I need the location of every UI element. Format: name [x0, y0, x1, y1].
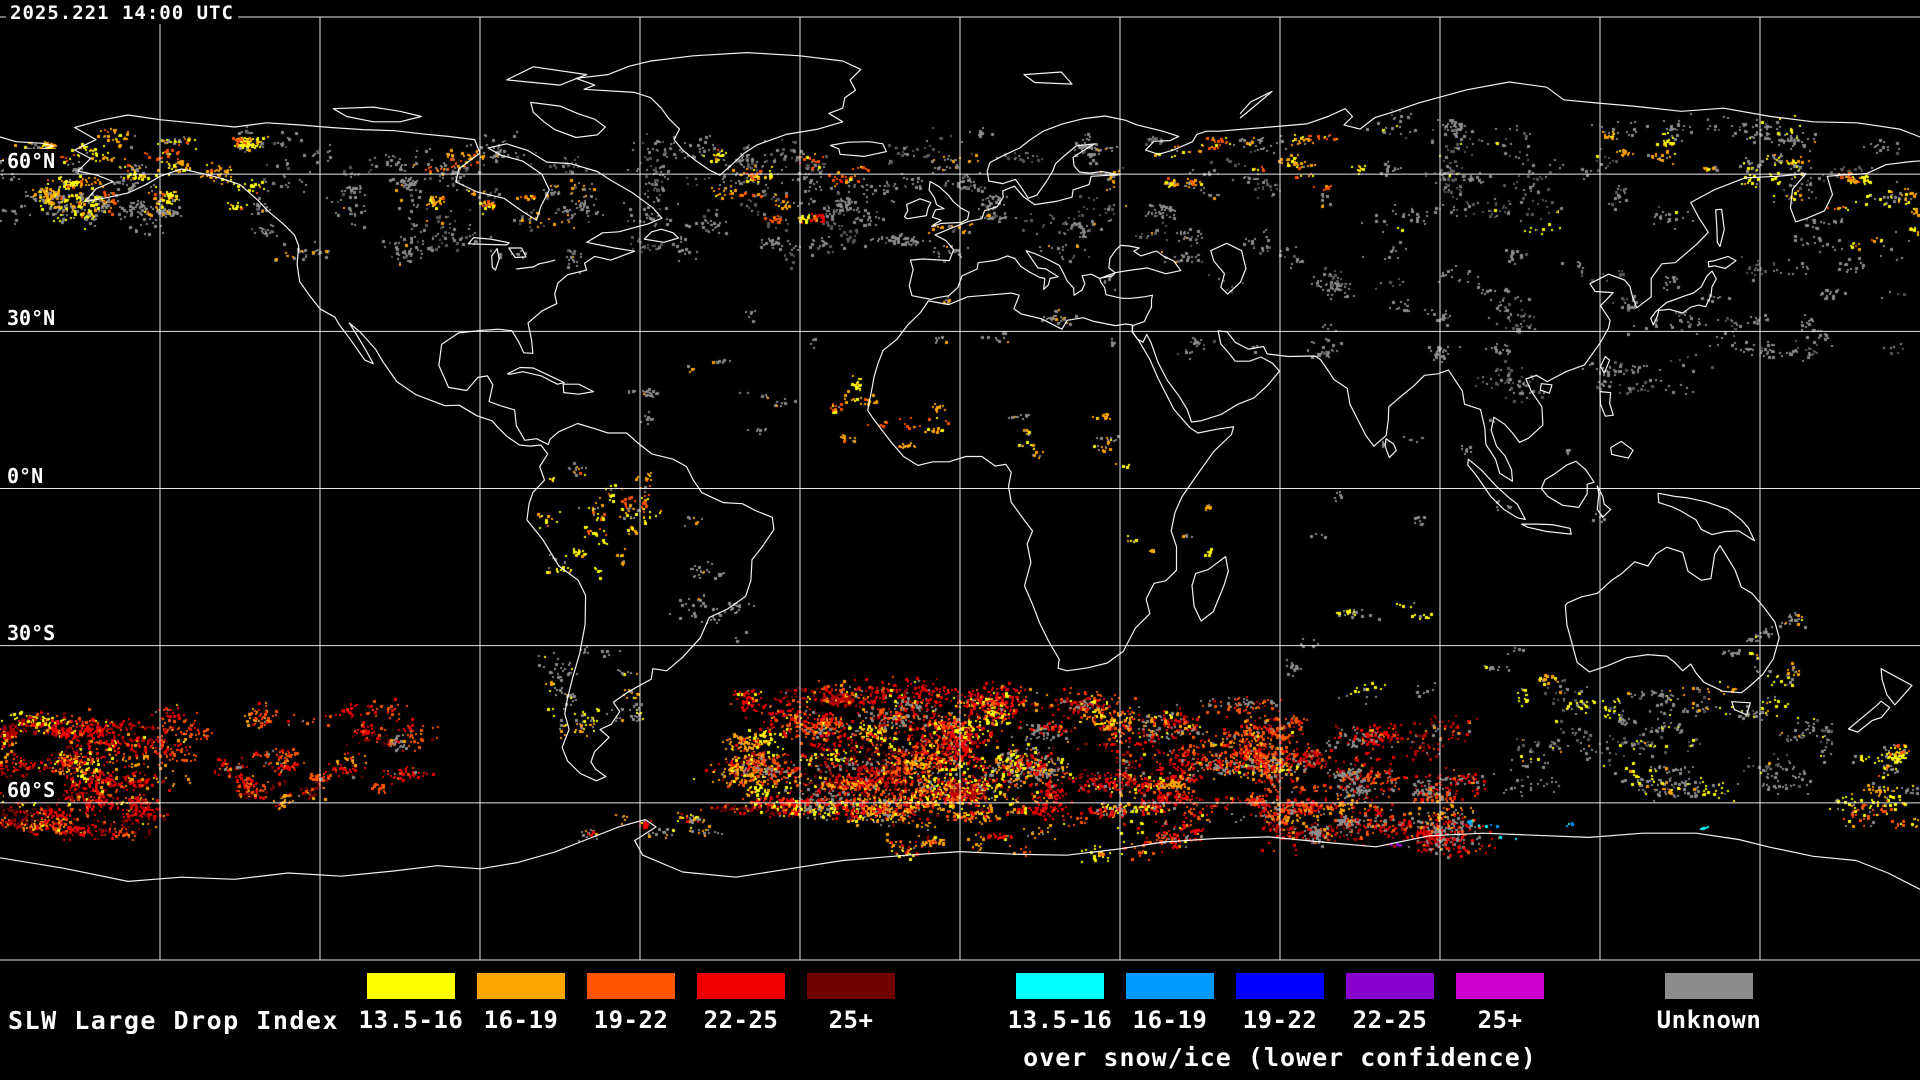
coastline-new-guinea: [1657, 492, 1756, 542]
legend-swatch-label: 13.5-16: [1007, 1006, 1113, 1034]
legend-swatch-snow-ice: [1016, 973, 1104, 999]
legend-swatch-snow-ice: [1346, 973, 1434, 999]
coastline-baffin: [530, 101, 606, 139]
coastline-sulawesi: [1596, 485, 1612, 518]
coastline-antarctica: [0, 819, 1920, 890]
coastline-americas: [74, 114, 775, 782]
coastline-iceland: [829, 141, 887, 157]
coastline-hispaniola: [562, 383, 595, 395]
latitude-label: 60°S: [4, 777, 59, 802]
coastline-luzon: [1599, 391, 1614, 417]
coastline-ireland: [903, 198, 932, 220]
legend-swatch-primary: [367, 973, 455, 999]
coastline-sakhalin: [1715, 208, 1725, 248]
coastline-tasmania: [1731, 701, 1751, 716]
legend-swatch-snow-ice: [1126, 973, 1214, 999]
coastline-ellesmere: [506, 66, 588, 86]
legend-swatch-unknown: [1665, 973, 1753, 999]
coastline-africa: [867, 292, 1235, 672]
coastline-honshu: [1650, 270, 1717, 326]
coastline-sumatra: [1467, 458, 1526, 520]
legend-swatch-primary: [697, 973, 785, 999]
coastline-lake-huron: [508, 247, 527, 259]
legend-swatch-label: 19-22: [593, 1006, 669, 1034]
coastline-borneo: [1540, 460, 1595, 508]
coastline-victoria-island: [332, 106, 422, 123]
legend-caption-snow-ice: over snow/ice (lower confidence): [1023, 1043, 1537, 1072]
coastline-hainan: [1539, 383, 1553, 394]
coastline-sri-lanka: [1384, 438, 1397, 459]
coastline-hokkaido: [1707, 255, 1737, 270]
coastline-cuba: [507, 366, 565, 385]
coastline-novaya-zemlya: [1239, 90, 1273, 119]
coastline-madagascar: [1191, 556, 1229, 622]
coastline-nz-north: [1880, 668, 1913, 706]
legend-swatch-label: 19-22: [1242, 1006, 1318, 1034]
legend-swatch-snow-ice: [1456, 973, 1544, 999]
latitude-label: 60°N: [4, 149, 59, 174]
coastline-britain: [928, 180, 970, 228]
legend-swatch-label: 16-19: [483, 1006, 559, 1034]
coastline-eurasia: [0, 136, 54, 162]
legend-swatch-snow-ice: [1236, 973, 1324, 999]
legend-swatch-label: 25+: [828, 1006, 874, 1034]
legend-swatch-primary: [587, 973, 675, 999]
coastline-caspian-sea: [1210, 242, 1247, 295]
legend-swatch-label: 22-25: [1352, 1006, 1428, 1034]
coastline-australia: [1564, 545, 1780, 694]
coastline-greenland: [575, 52, 862, 176]
legend-swatch-label: 13.5-16: [358, 1006, 464, 1034]
legend-swatch-label: Unknown: [1656, 1006, 1762, 1034]
coastline-eurasia: [908, 81, 1920, 482]
latitude-label: 0°N: [4, 463, 47, 488]
coastline-java: [1521, 523, 1572, 535]
latitude-label: 30°N: [4, 306, 59, 331]
coastline-taiwan: [1599, 355, 1611, 374]
coastline-nz-south: [1847, 700, 1891, 733]
legend-swatch-primary: [807, 973, 895, 999]
timestamp-label: 2025.221 14:00 UTC: [6, 2, 238, 24]
latitude-label: 30°S: [4, 620, 59, 645]
legend-swatch-label: 16-19: [1132, 1006, 1208, 1034]
legend-swatch-label: 22-25: [703, 1006, 779, 1034]
coastline-mindanao: [1610, 440, 1634, 459]
legend-title: SLW Large Drop Index: [8, 1006, 340, 1035]
coastline-lake-michigan: [491, 248, 500, 271]
coastline-lake-superior: [467, 237, 510, 246]
legend-swatch-primary: [477, 973, 565, 999]
legend-swatch-label: 25+: [1477, 1006, 1523, 1034]
coastline-svalbard: [1023, 71, 1073, 85]
coastline-lakes-erie-ontario: [516, 259, 556, 270]
coastline-newfoundland: [643, 228, 679, 243]
